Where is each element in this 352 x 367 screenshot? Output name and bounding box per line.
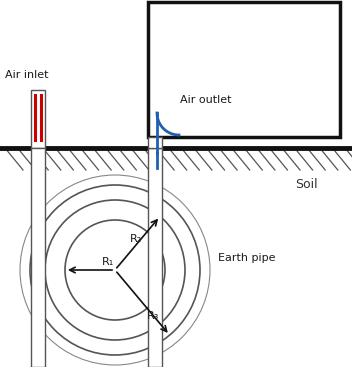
Text: Soil: Soil (295, 178, 318, 192)
Text: Air inlet: Air inlet (5, 70, 49, 80)
Text: R₃: R₃ (147, 311, 159, 321)
Bar (148, 2, 340, 137)
Bar (148, 148, 162, 367)
Text: Air outlet: Air outlet (180, 95, 232, 105)
Bar (148, 137, 162, 148)
Text: Earth pipe: Earth pipe (218, 253, 276, 263)
Bar (31, 148, 45, 367)
Bar (31, 90, 45, 148)
Text: R₁: R₁ (102, 257, 114, 267)
Text: R₂: R₂ (130, 234, 143, 244)
